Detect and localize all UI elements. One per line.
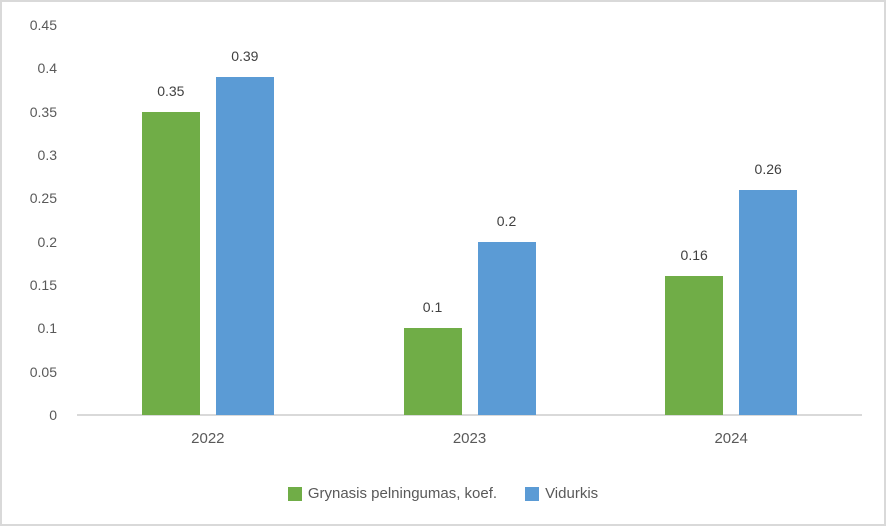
legend-item-series-2: Vidurkis <box>525 485 598 503</box>
bar-series-2 <box>477 241 536 415</box>
y-axis-tick-label: 0.45 <box>29 17 57 33</box>
x-axis-category-label: 2024 <box>714 430 748 447</box>
y-axis-tick-label: 0.3 <box>37 147 57 163</box>
legend-label: Grynasis pelningumas, koef. <box>307 485 498 502</box>
bar-series-2 <box>215 77 274 415</box>
bar-data-label: 0.1 <box>422 299 443 316</box>
y-axis-tick-label: 0.1 <box>37 320 57 337</box>
legend-swatch-icon <box>287 487 302 501</box>
bar-series-1 <box>141 111 200 415</box>
x-axis-line <box>77 414 862 416</box>
y-axis-tick-label: 0 <box>49 407 57 423</box>
bar-series-1 <box>665 276 724 415</box>
legend-swatch-icon <box>525 487 540 501</box>
chart-legend: Grynasis pelningumas, koef. Vidurkis <box>2 480 884 508</box>
legend-label: Vidurkis <box>545 485 599 502</box>
bar-data-label: 0.16 <box>680 247 708 264</box>
bar-data-label: 0.39 <box>231 48 259 64</box>
bar-data-label: 0.2 <box>496 212 517 229</box>
bar-series-1 <box>403 328 462 415</box>
y-axis-tick-label: 0.35 <box>29 103 57 120</box>
x-axis-category-label: 2023 <box>452 430 487 447</box>
bar-data-label: 0.26 <box>754 160 782 177</box>
bar-series-2 <box>739 189 798 415</box>
x-axis-category-label: 2022 <box>191 430 225 447</box>
y-axis-tick-label: 0.2 <box>37 233 57 250</box>
legend-item-series-1: Grynasis pelningumas, koef. <box>287 485 498 503</box>
bar-data-label: 0.35 <box>157 82 185 99</box>
y-axis-tick-label: 0.25 <box>29 190 57 207</box>
y-axis-tick-label: 0.4 <box>37 60 57 77</box>
y-axis-tick-label: 0.15 <box>29 277 57 293</box>
y-axis-tick-label: 0.05 <box>29 363 57 380</box>
